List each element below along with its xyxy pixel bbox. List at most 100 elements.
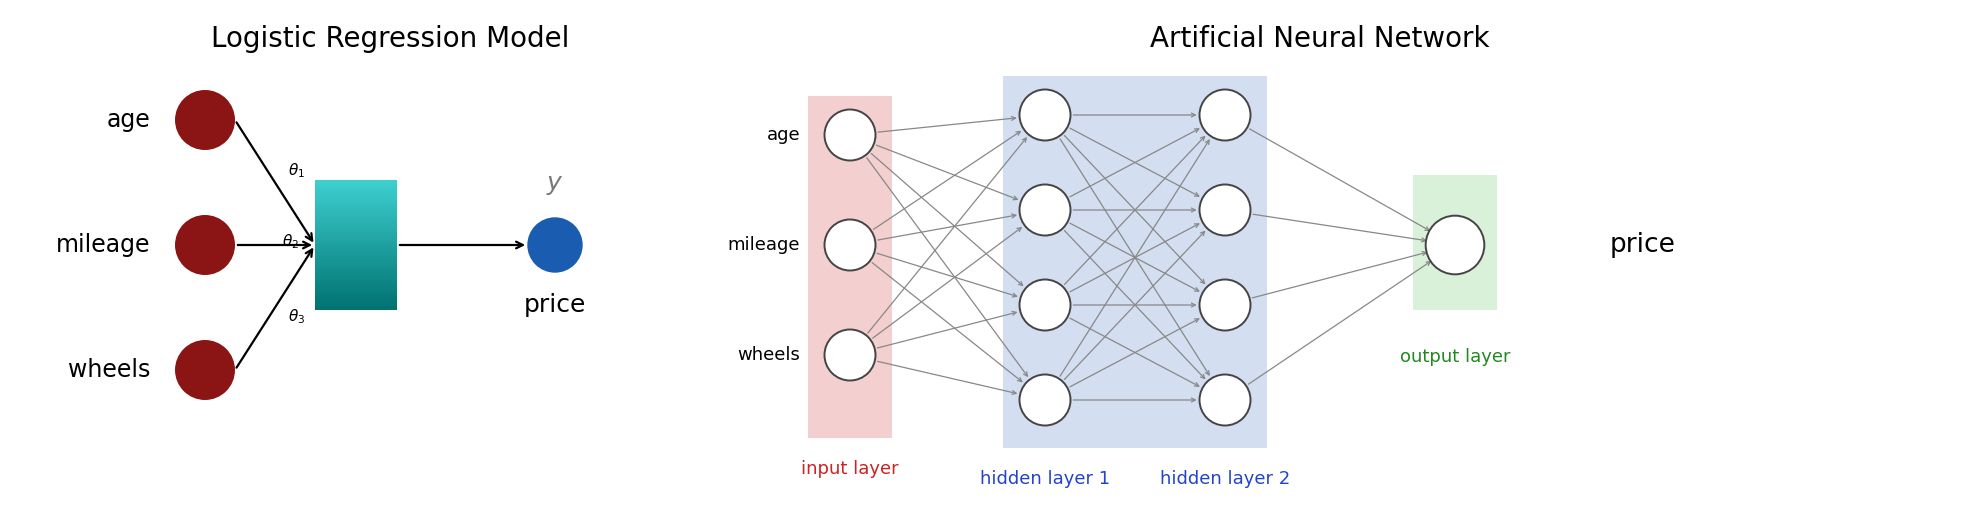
Text: wheels: wheels — [737, 346, 800, 364]
Circle shape — [176, 90, 235, 150]
Bar — [1413, 175, 1498, 310]
Bar — [314, 252, 397, 254]
Bar — [314, 256, 397, 258]
Bar — [314, 210, 397, 213]
Bar — [314, 304, 397, 306]
Circle shape — [528, 218, 583, 272]
Bar — [314, 282, 397, 284]
Circle shape — [824, 330, 875, 381]
Bar — [314, 180, 397, 182]
Bar — [314, 230, 397, 232]
Circle shape — [1020, 280, 1071, 331]
Bar — [314, 204, 397, 206]
Circle shape — [1020, 89, 1071, 140]
Bar — [314, 217, 397, 219]
Bar — [314, 288, 397, 291]
Bar — [314, 280, 397, 282]
Bar — [314, 254, 397, 256]
Bar — [314, 208, 397, 210]
Text: age: age — [107, 108, 150, 132]
Circle shape — [176, 215, 235, 275]
Bar — [314, 213, 397, 215]
Circle shape — [824, 110, 875, 161]
Text: hidden layer 1: hidden layer 1 — [980, 470, 1111, 488]
Bar — [314, 271, 397, 273]
Bar — [314, 278, 397, 280]
Bar — [314, 301, 397, 304]
Bar — [314, 306, 397, 308]
Bar — [314, 200, 397, 202]
Bar — [314, 258, 397, 260]
Bar — [314, 273, 397, 275]
Text: mileage: mileage — [727, 236, 800, 254]
Bar — [314, 284, 397, 286]
Circle shape — [1199, 280, 1251, 331]
Bar — [314, 187, 397, 189]
Circle shape — [176, 340, 235, 400]
Text: Artificial Neural Network: Artificial Neural Network — [1150, 25, 1490, 53]
Bar — [314, 206, 397, 208]
Text: input layer: input layer — [800, 460, 899, 478]
Circle shape — [1020, 374, 1071, 425]
Bar — [314, 191, 397, 193]
Bar — [314, 297, 397, 299]
Text: $x_{3}$: $x_{3}$ — [204, 343, 225, 361]
Bar — [314, 293, 397, 295]
Bar — [314, 243, 397, 245]
Bar — [314, 236, 397, 239]
Text: $x_{2}$: $x_{2}$ — [204, 217, 225, 237]
Bar — [314, 295, 397, 297]
Text: age: age — [767, 126, 800, 144]
Bar — [314, 189, 397, 191]
Circle shape — [1199, 89, 1251, 140]
Bar — [314, 184, 397, 187]
Text: hidden layer 2: hidden layer 2 — [1160, 470, 1290, 488]
Circle shape — [1020, 185, 1071, 236]
Bar — [314, 245, 397, 247]
Bar — [314, 247, 397, 249]
Bar — [808, 96, 891, 438]
Bar — [314, 228, 397, 230]
Bar — [314, 265, 397, 267]
Bar — [314, 286, 397, 288]
Text: price: price — [1610, 232, 1676, 258]
Bar — [314, 239, 397, 241]
Bar — [314, 197, 397, 200]
Bar — [314, 193, 397, 195]
Text: $y$: $y$ — [545, 173, 563, 197]
Circle shape — [1425, 216, 1484, 275]
Bar — [314, 226, 397, 228]
Bar — [314, 195, 397, 197]
Circle shape — [1199, 185, 1251, 236]
Bar — [314, 249, 397, 252]
Bar — [314, 232, 397, 234]
Bar — [314, 234, 397, 236]
Text: wheels: wheels — [67, 358, 150, 382]
Text: Logistic Regression Model: Logistic Regression Model — [211, 25, 569, 53]
Text: output layer: output layer — [1399, 348, 1510, 366]
Bar — [314, 202, 397, 204]
Bar — [314, 260, 397, 262]
Text: price: price — [524, 293, 587, 317]
Bar — [314, 267, 397, 269]
Text: $\theta_3$: $\theta_3$ — [288, 307, 306, 326]
Bar — [314, 215, 397, 217]
Bar — [314, 221, 397, 223]
Bar — [314, 219, 397, 221]
Bar — [314, 269, 397, 271]
Bar — [1004, 76, 1267, 448]
Circle shape — [824, 219, 875, 270]
Bar — [314, 275, 397, 278]
Bar — [314, 223, 397, 226]
Bar — [314, 291, 397, 293]
Bar — [314, 241, 397, 243]
Circle shape — [1199, 374, 1251, 425]
Text: mileage: mileage — [55, 233, 150, 257]
Bar — [314, 262, 397, 265]
Text: $\theta_2$: $\theta_2$ — [283, 232, 300, 251]
Text: $\theta_1$: $\theta_1$ — [288, 161, 306, 180]
Bar — [314, 308, 397, 310]
Bar — [314, 299, 397, 301]
Bar — [314, 182, 397, 184]
Text: $x_{1}$: $x_{1}$ — [204, 93, 225, 111]
